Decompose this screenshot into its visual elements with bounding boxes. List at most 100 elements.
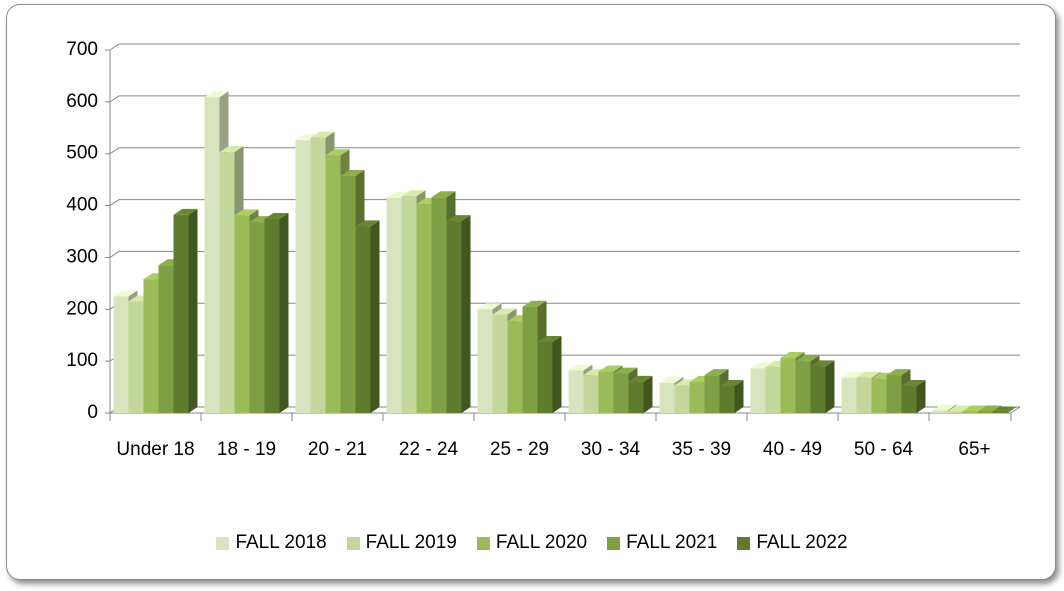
- y-tick-label: 300: [66, 246, 98, 267]
- bar: [977, 411, 993, 413]
- grid-line: [109, 250, 1020, 258]
- x-tick-label: 50 - 64: [853, 439, 914, 460]
- y-tick-label: 700: [66, 39, 98, 60]
- legend-item: FALL 2022: [737, 532, 848, 554]
- bar: [416, 204, 432, 413]
- y-tick-label: 600: [66, 91, 98, 112]
- bar: [507, 321, 523, 413]
- bar-side: [188, 208, 198, 413]
- bar: [628, 381, 644, 413]
- bar: [947, 411, 963, 413]
- bar: [780, 358, 796, 413]
- bar: [932, 410, 948, 413]
- bar-top: [113, 290, 138, 297]
- bar-side: [370, 220, 380, 413]
- bar-top: [173, 208, 198, 215]
- bar-top: [355, 220, 380, 227]
- bar: [340, 176, 356, 413]
- legend-item: FALL 2019: [346, 532, 457, 554]
- bar: [234, 215, 250, 413]
- bar: [173, 214, 189, 413]
- bar: [477, 309, 493, 413]
- x-tick-label: 30 - 34: [580, 439, 641, 460]
- x-tick-label: 65+: [958, 439, 991, 460]
- grid-line: [109, 95, 1020, 103]
- y-tick-label: 400: [66, 195, 98, 216]
- bar: [841, 377, 857, 413]
- legend-label: FALL 2018: [235, 532, 327, 553]
- bar: [810, 366, 826, 413]
- bar-top: [841, 371, 866, 378]
- bar-top: [932, 404, 957, 411]
- bar: [386, 197, 402, 413]
- legend-swatch: [476, 536, 490, 550]
- bar-top: [310, 131, 335, 138]
- bar: [158, 265, 174, 413]
- grid-line: [109, 43, 1020, 51]
- bar-top: [431, 191, 456, 198]
- bar: [355, 226, 371, 413]
- legend-label: FALL 2021: [626, 532, 718, 553]
- bar-top: [992, 406, 1017, 413]
- bar: [492, 314, 508, 413]
- x-tick-label: 25 - 29: [489, 439, 550, 460]
- bar-top: [750, 362, 775, 369]
- bar: [689, 381, 705, 413]
- bar: [264, 219, 280, 413]
- bar-side: [552, 335, 562, 413]
- y-tick-label: 0: [87, 402, 98, 423]
- bar-side: [1007, 406, 1017, 413]
- bar: [431, 197, 447, 413]
- bar: [613, 373, 629, 413]
- bar: [249, 222, 265, 413]
- bar: [765, 366, 781, 413]
- x-tick-label: 40 - 49: [762, 439, 823, 460]
- y-tick-label: 500: [66, 143, 98, 164]
- grid-line: [109, 199, 1020, 206]
- bar: [992, 412, 1008, 413]
- legend-item: FALL 2021: [607, 532, 717, 554]
- legend-swatch: [346, 536, 360, 550]
- bar: [113, 296, 129, 413]
- bar-top: [446, 215, 471, 222]
- bar: [522, 306, 538, 413]
- bar-top: [795, 355, 820, 362]
- bar: [204, 97, 220, 413]
- bar-top: [568, 364, 593, 371]
- bar: [674, 385, 690, 413]
- bar-top: [810, 360, 835, 367]
- bar-top: [386, 191, 411, 198]
- bar-side: [643, 375, 653, 413]
- bar: [128, 301, 144, 413]
- bar-top: [977, 405, 1002, 412]
- bar: [219, 152, 235, 413]
- bar: [401, 196, 417, 413]
- bar-top: [659, 376, 684, 383]
- bar: [871, 378, 887, 413]
- x-tick-label: 20 - 21: [307, 439, 368, 460]
- bar-top: [947, 405, 972, 412]
- bar: [795, 361, 811, 413]
- bar-side: [461, 215, 471, 413]
- bar-top: [477, 303, 502, 310]
- bar-side: [734, 380, 744, 413]
- bar: [886, 375, 902, 413]
- bar-top: [340, 170, 365, 177]
- bar-side: [825, 360, 835, 413]
- bar-side: [916, 380, 926, 413]
- bar-top: [219, 146, 244, 153]
- bar-top: [492, 308, 517, 315]
- bar-side: [279, 213, 289, 413]
- bar: [750, 368, 766, 413]
- bar-top: [234, 209, 259, 216]
- legend-swatch: [607, 536, 621, 550]
- bar: [704, 375, 720, 413]
- bar-top: [264, 213, 289, 220]
- x-tick-label: 22 - 24: [398, 439, 459, 460]
- legend: FALL 2018 FALL 2019 FALL 2020 FALL 2021 FALL…: [0, 532, 1064, 554]
- bar-top: [901, 380, 926, 387]
- bar: [310, 137, 326, 414]
- bar: [325, 155, 341, 413]
